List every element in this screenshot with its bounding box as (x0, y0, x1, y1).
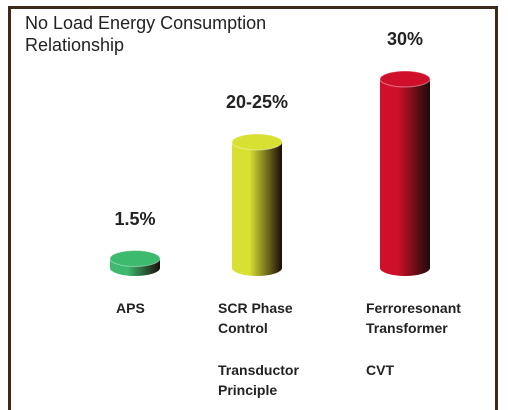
bar-top (232, 134, 282, 150)
value-label: 20-25% (197, 92, 317, 112)
bar (232, 142, 282, 276)
plot (0, 0, 508, 410)
chart-title: No Load Energy Consumption Relationship (25, 12, 305, 56)
value-label: 1.5% (75, 209, 195, 229)
chart: No Load Energy Consumption Relationship … (0, 0, 508, 410)
x-subcategory-label: Transductor Principle (218, 360, 318, 400)
value-label: 30% (345, 29, 465, 49)
x-tick-label: Ferroresonant Transformer (366, 298, 486, 338)
bar-top (380, 71, 430, 87)
x-subcategory-label: CVT (366, 360, 466, 380)
bar (380, 79, 430, 276)
bar-top (110, 251, 160, 267)
x-tick-label: SCR Phase Control (218, 298, 338, 338)
